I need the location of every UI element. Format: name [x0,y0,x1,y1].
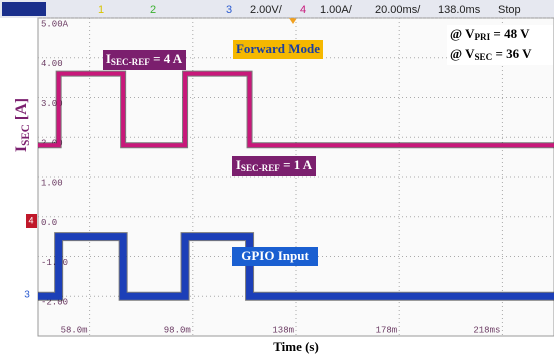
ch4-marker-label: 4 [28,215,33,225]
x-tick-label: 138m [272,325,294,335]
y-tick-label: 0.0 [41,218,57,228]
y-tick-label: 1.00 [41,178,63,188]
ch2[interactable]: 2 [150,4,156,16]
x-tick-label: 98.0m [164,325,191,335]
y-tick-label: 4.00 [41,59,63,69]
ch3-scale: 2.00V/ [250,4,283,16]
x-tick-label: 178m [376,325,398,335]
ch3[interactable]: 3 [226,4,232,16]
annotation: GPIO Input [241,248,309,263]
timebase: 20.00ms/ [375,4,421,16]
x-tick-label: 218ms [473,325,500,335]
status[interactable]: Stop [498,4,521,16]
annotation: @ VPRI = 48 V [450,26,530,42]
annotation: Forward Mode [236,41,320,56]
channel-button[interactable] [2,2,46,16]
y-tick-label: 5.00A [41,19,69,29]
ch4-scale: 1.00A/ [320,4,353,16]
y-axis-label: ISEC [A] [13,98,32,152]
ch4[interactable]: 4 [300,4,306,16]
x-tick-label: 58.0m [61,325,88,335]
delay: 138.0ms [438,4,481,16]
x-axis-label: Time (s) [273,339,319,354]
ch1[interactable]: 1 [98,4,104,16]
ch3-marker-label: 3 [24,290,30,301]
chart: 1 2 3 2.00V/ 4 1.00A/ 20.00ms/ 138.0ms S… [0,0,554,356]
